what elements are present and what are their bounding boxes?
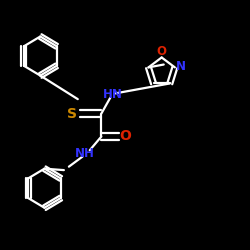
Text: S: S <box>67 106 77 120</box>
Text: HN: HN <box>102 88 122 101</box>
Text: O: O <box>119 130 131 143</box>
Text: O: O <box>157 45 167 58</box>
Text: NH: NH <box>75 147 95 160</box>
Text: N: N <box>176 60 186 73</box>
